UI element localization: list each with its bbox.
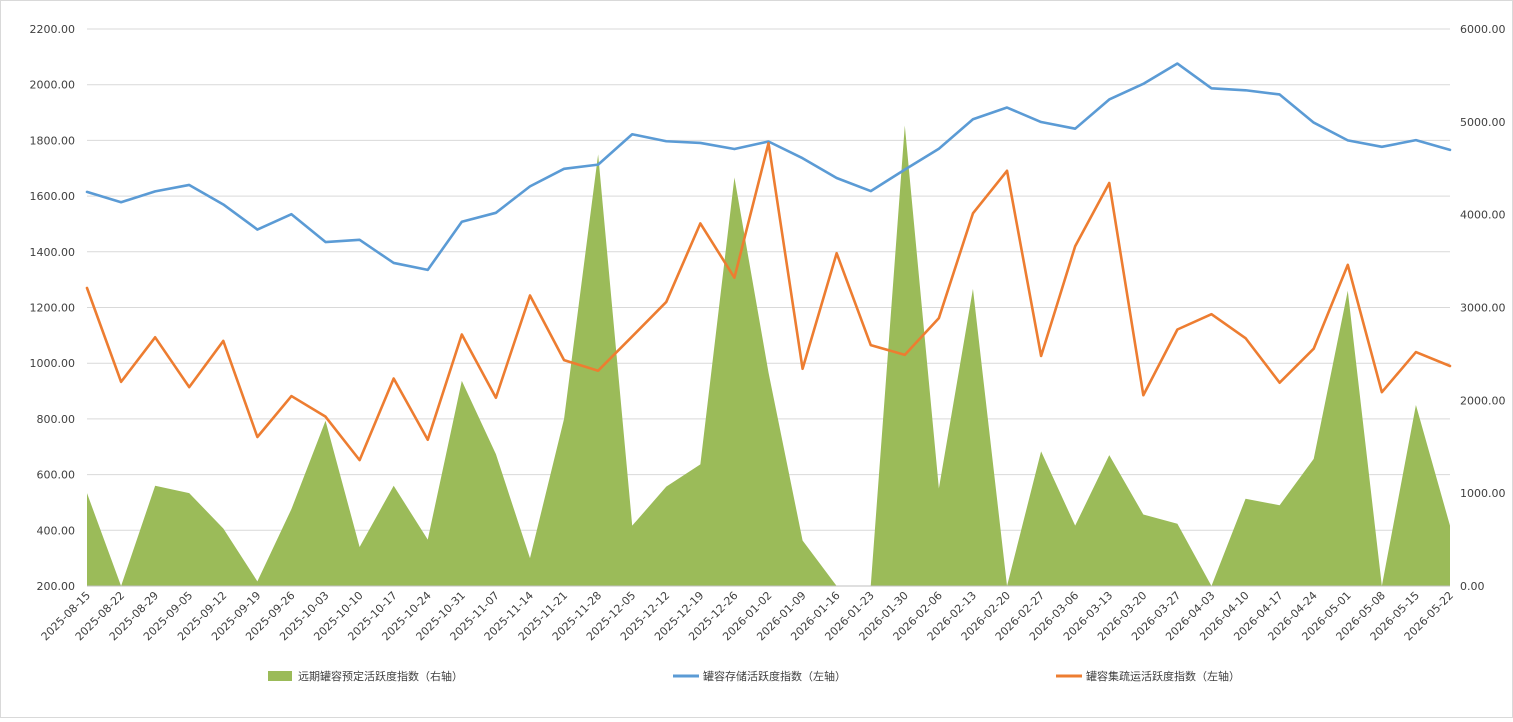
- left-tick-label: 2200.00: [30, 23, 76, 36]
- left-tick-label: 2000.00: [30, 79, 76, 92]
- legend-label: 罐容集疏运活跃度指数（左轴）: [1086, 669, 1240, 683]
- left-axis: 200.00 400.00 600.00 800.00 1000.00 1200.00 14…: [30, 23, 76, 593]
- right-axis: 0.00 1000.00 2000.00 3000.00 4000.00 5000.00 6…: [1460, 23, 1506, 593]
- right-tick-label: 1000.00: [1460, 487, 1506, 500]
- area-layer: [87, 125, 1450, 587]
- line-series-transport: [85, 141, 1452, 462]
- right-tick-label: 5000.00: [1460, 116, 1506, 129]
- legend-label: 罐容存储活跃度指数（左轴）: [703, 669, 846, 683]
- area-series-remote-booking: [87, 125, 1450, 587]
- legend-label: 远期罐容预定活跃度指数（右轴）: [298, 669, 463, 683]
- legend-swatch: [268, 671, 292, 681]
- line-series-storage: [85, 62, 1452, 272]
- left-tick-label: 200.00: [37, 580, 76, 593]
- right-tick-label: 2000.00: [1460, 394, 1506, 407]
- right-tick-label: 0.00: [1460, 580, 1485, 593]
- right-tick-label: 3000.00: [1460, 302, 1506, 315]
- left-tick-label: 400.00: [37, 524, 76, 537]
- left-tick-label: 1400.00: [30, 246, 76, 259]
- left-tick-label: 800.00: [37, 413, 76, 426]
- right-tick-label: 6000.00: [1460, 23, 1506, 36]
- legend-item: 罐容集疏运活跃度指数（左轴）: [1056, 669, 1240, 683]
- legend-item: 远期罐容预定活跃度指数（右轴）: [268, 669, 463, 683]
- right-tick-label: 4000.00: [1460, 209, 1506, 222]
- left-tick-label: 1800.00: [30, 134, 76, 147]
- left-tick-label: 1600.00: [30, 190, 76, 203]
- legend: 远期罐容预定活跃度指数（右轴） 罐容存储活跃度指数（左轴） 罐容集疏运活跃度指数（左…: [268, 669, 1240, 683]
- legend-item: 罐容存储活跃度指数（左轴）: [673, 669, 846, 683]
- line-layer: [85, 62, 1452, 462]
- left-tick-label: 1000.00: [30, 357, 76, 370]
- left-tick-label: 600.00: [37, 469, 76, 482]
- left-tick-label: 1200.00: [30, 302, 76, 315]
